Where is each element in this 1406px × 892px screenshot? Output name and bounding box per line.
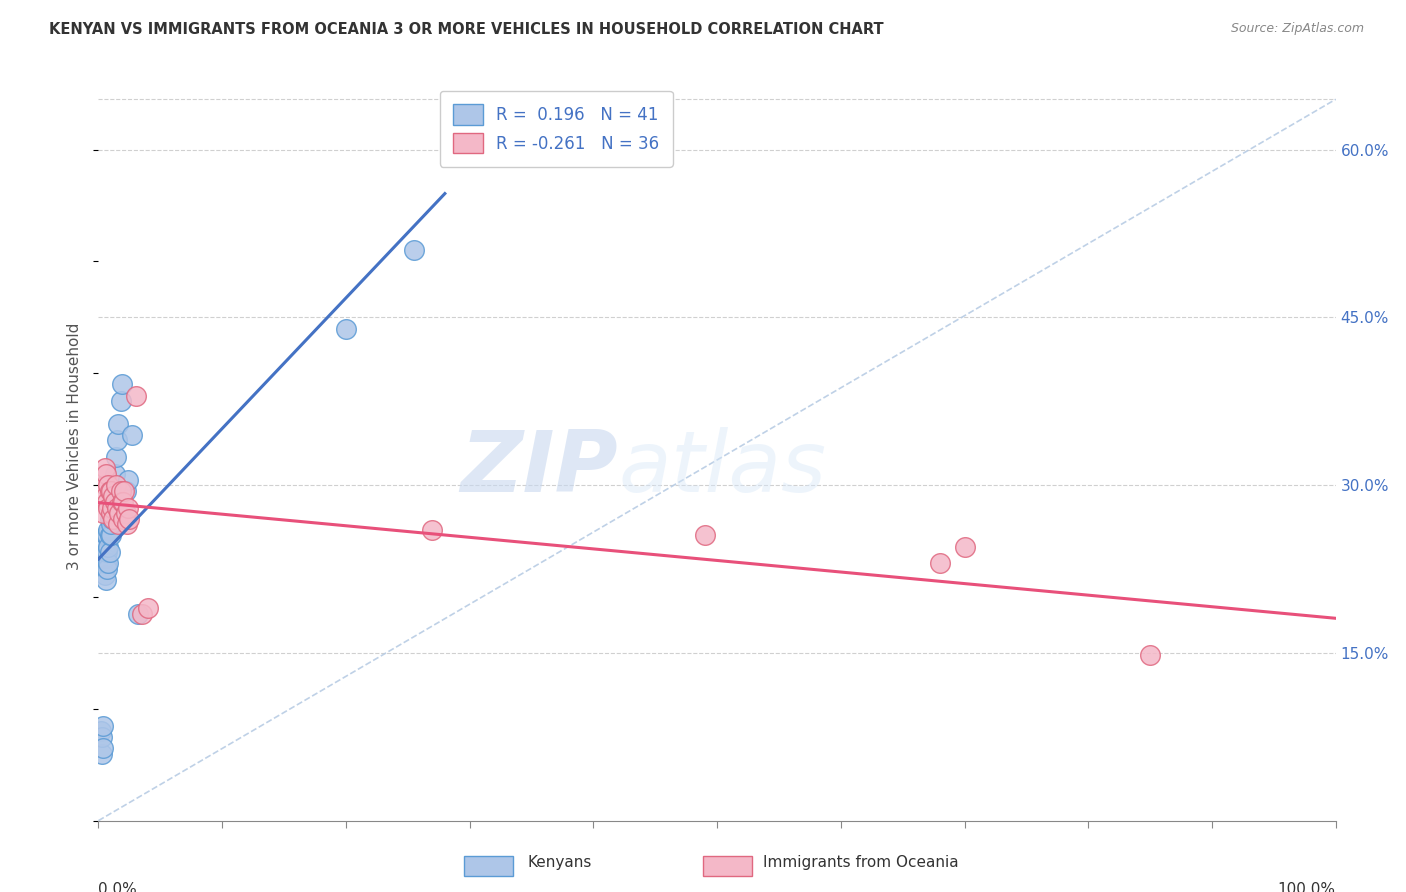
Point (93, 506, 115, 520)
Point (94, 489, 117, 503)
Point (131, 607, 153, 621)
Point (97, 523, 120, 537)
Point (94, 545, 117, 559)
Point (115, 517, 138, 532)
Point (112, 483, 135, 498)
Point (100, 517, 122, 532)
Point (93, 567, 115, 582)
Point (114, 483, 136, 498)
Point (107, 417, 129, 431)
Point (98, 528, 121, 542)
Point (97, 500, 120, 515)
Point (91, 747, 114, 761)
Text: Kenyans: Kenyans (527, 855, 592, 870)
Point (127, 607, 149, 621)
Point (97, 540, 120, 554)
Y-axis label: 3 or more Vehicles in Household: 3 or more Vehicles in Household (67, 322, 83, 570)
Point (124, 389, 146, 403)
Point (118, 511, 141, 525)
Point (103, 489, 125, 503)
Point (91, 730, 114, 744)
Point (121, 427, 143, 442)
Point (103, 495, 125, 509)
Point (93, 550, 115, 565)
Point (90, 724, 112, 739)
Text: ZIP: ZIP (460, 427, 619, 510)
Point (136, 601, 159, 615)
Point (928, 557, 950, 571)
Point (103, 467, 125, 481)
Text: 0.0%: 0.0% (98, 882, 138, 892)
Point (94, 528, 117, 542)
Point (98, 545, 121, 559)
Point (104, 478, 127, 492)
Point (93, 718, 115, 732)
Point (105, 434, 128, 448)
Point (1139, 648, 1161, 662)
Text: Immigrants from Oceania: Immigrants from Oceania (763, 855, 959, 870)
Point (101, 500, 124, 515)
Legend: R =  0.196   N = 41, R = -0.261   N = 36: R = 0.196 N = 41, R = -0.261 N = 36 (440, 91, 673, 167)
Point (93, 478, 115, 492)
Text: KENYAN VS IMMIGRANTS FROM OCEANIA 3 OR MORE VEHICLES IN HOUSEHOLD CORRELATION CH: KENYAN VS IMMIGRANTS FROM OCEANIA 3 OR M… (49, 22, 884, 37)
Point (97, 478, 120, 492)
Point (114, 506, 136, 520)
Point (103, 489, 125, 503)
Point (107, 517, 129, 532)
Text: Source: ZipAtlas.com: Source: ZipAtlas.com (1230, 22, 1364, 36)
Point (94, 467, 117, 481)
Point (111, 495, 134, 509)
Point (110, 394, 132, 409)
Point (422, 523, 444, 537)
Point (96, 562, 118, 576)
Point (96, 545, 118, 559)
Point (111, 377, 134, 392)
Point (93, 461, 115, 475)
Point (101, 500, 124, 515)
Point (100, 506, 122, 520)
Point (93, 741, 115, 756)
Point (108, 506, 131, 520)
Text: atlas: atlas (619, 427, 827, 510)
Point (94, 573, 117, 587)
Point (110, 483, 132, 498)
Point (402, 244, 425, 258)
Point (100, 483, 122, 498)
Point (97, 557, 120, 571)
Point (93, 540, 115, 554)
Point (105, 500, 128, 515)
Point (103, 511, 125, 525)
Point (96, 495, 118, 509)
Point (103, 478, 125, 492)
Point (112, 500, 135, 515)
Point (117, 473, 139, 487)
Point (693, 528, 716, 542)
Point (100, 506, 122, 520)
Point (112, 511, 135, 525)
Text: 100.0%: 100.0% (1278, 882, 1336, 892)
Point (98, 511, 121, 525)
Point (100, 528, 122, 542)
Point (953, 540, 976, 554)
Point (96, 528, 118, 542)
Point (104, 450, 127, 465)
Point (335, 321, 357, 335)
Point (112, 495, 135, 509)
Point (98, 483, 121, 498)
Point (117, 500, 139, 515)
Point (101, 511, 124, 525)
Point (94, 557, 117, 571)
